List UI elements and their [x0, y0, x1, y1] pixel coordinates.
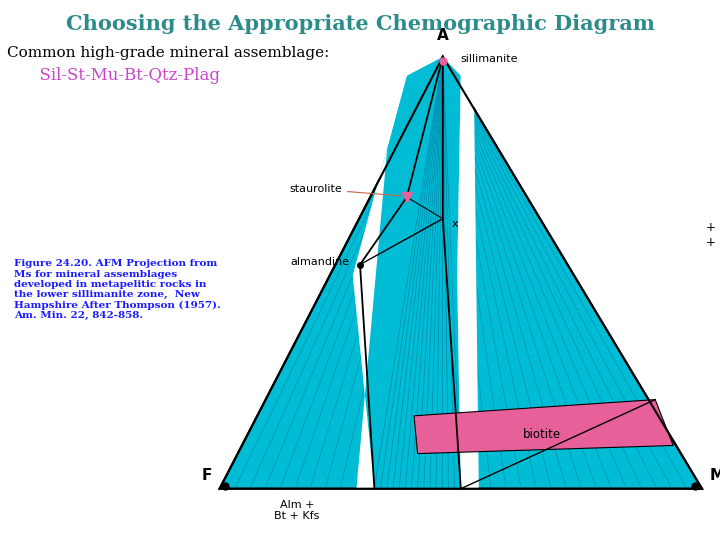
Text: x: x: [451, 219, 458, 229]
Text: M: M: [709, 468, 720, 483]
Text: F: F: [202, 468, 212, 483]
Polygon shape: [220, 57, 702, 489]
Text: Sil-St-Mu-Bt-Qtz-Plag: Sil-St-Mu-Bt-Qtz-Plag: [29, 68, 220, 84]
Text: Figure 24.20. AFM Projection from
Ms for mineral assemblages
developed in metape: Figure 24.20. AFM Projection from Ms for…: [14, 259, 221, 320]
Text: A: A: [437, 28, 449, 43]
Polygon shape: [414, 400, 673, 454]
Text: Common high-grade mineral assemblage:: Common high-grade mineral assemblage:: [7, 46, 330, 60]
Text: biotite: biotite: [523, 428, 561, 441]
Polygon shape: [353, 57, 461, 489]
Polygon shape: [353, 57, 461, 489]
Polygon shape: [443, 57, 479, 489]
Text: almandine: almandine: [290, 257, 349, 267]
Text: + Ms
+ Qtz: + Ms + Qtz: [706, 221, 720, 249]
Text: staurolite: staurolite: [289, 184, 400, 196]
Polygon shape: [353, 57, 443, 489]
Text: Alm +
Bt + Kfs: Alm + Bt + Kfs: [274, 500, 320, 521]
Text: Choosing the Appropriate Chemographic Diagram: Choosing the Appropriate Chemographic Di…: [66, 14, 654, 33]
Text: sillimanite: sillimanite: [461, 55, 518, 64]
